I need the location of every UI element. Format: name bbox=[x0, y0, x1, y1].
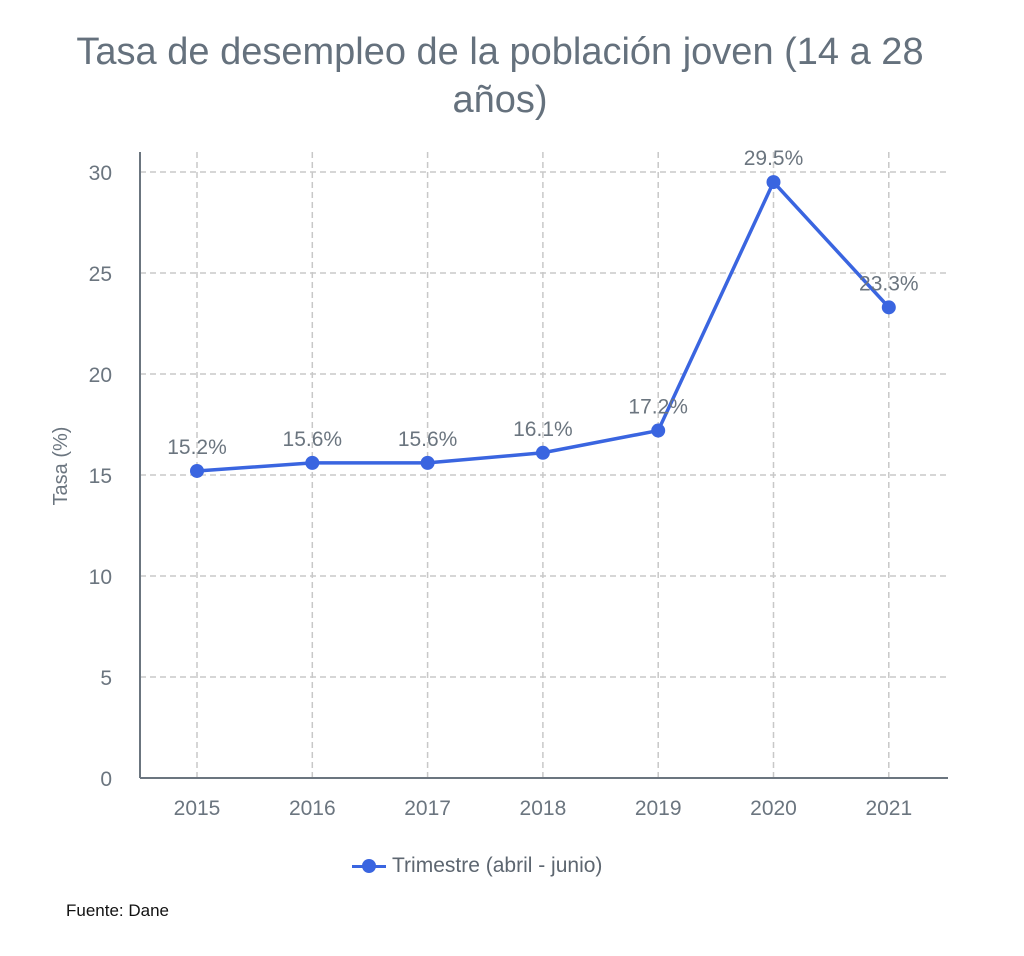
data-label: 23.3% bbox=[859, 272, 919, 295]
y-tick-label: 15 bbox=[89, 465, 112, 488]
data-point[interactable] bbox=[535, 445, 550, 460]
data-point[interactable] bbox=[190, 463, 204, 478]
data-label: 16.1% bbox=[513, 418, 573, 441]
x-tick-label: 2015 bbox=[174, 797, 221, 820]
y-tick-label: 0 bbox=[100, 768, 112, 791]
data-point[interactable] bbox=[881, 300, 896, 315]
y-tick-label: 10 bbox=[89, 566, 112, 589]
data-label: 15.6% bbox=[398, 428, 458, 451]
x-tick-label: 2019 bbox=[635, 797, 682, 820]
data-point[interactable] bbox=[766, 175, 781, 190]
y-axis-title: Tasa (%) bbox=[50, 427, 72, 506]
legend-marker-icon bbox=[352, 859, 386, 873]
data-label: 15.6% bbox=[283, 428, 343, 451]
x-tick-label: 2018 bbox=[520, 797, 567, 820]
data-label: 29.5% bbox=[744, 147, 804, 170]
y-tick-label: 20 bbox=[89, 364, 112, 387]
data-point[interactable] bbox=[420, 455, 435, 470]
axes bbox=[139, 152, 948, 779]
y-tick-labels: 0 5 10 15 20 25 30 bbox=[89, 162, 112, 791]
data-point[interactable] bbox=[651, 423, 666, 438]
y-tick-label: 5 bbox=[100, 667, 112, 690]
legend-label: Trimestre (abril - junio) bbox=[392, 854, 603, 877]
data-labels: 15.2% 15.6% 15.6% 16.1% 17.2% 29.5% 23.3% bbox=[167, 147, 918, 459]
x-tick-label: 2016 bbox=[289, 797, 336, 820]
source-note: Fuente: Dane bbox=[66, 901, 170, 920]
data-point[interactable] bbox=[305, 455, 320, 470]
x-tick-label: 2021 bbox=[865, 797, 912, 820]
y-tick-label: 25 bbox=[89, 263, 112, 286]
legend[interactable]: Trimestre (abril - junio) bbox=[352, 854, 602, 878]
data-label: 17.2% bbox=[628, 396, 688, 419]
series bbox=[190, 175, 896, 478]
data-label: 15.2% bbox=[167, 436, 227, 459]
y-tick-label: 30 bbox=[89, 162, 112, 185]
x-tick-label: 2017 bbox=[404, 797, 451, 820]
x-tick-labels: 2015 2016 2017 2018 2019 2020 2021 bbox=[174, 797, 913, 820]
x-tick-label: 2020 bbox=[750, 797, 797, 820]
chart-title: Tasa de desempleo de la población joven … bbox=[76, 31, 924, 121]
